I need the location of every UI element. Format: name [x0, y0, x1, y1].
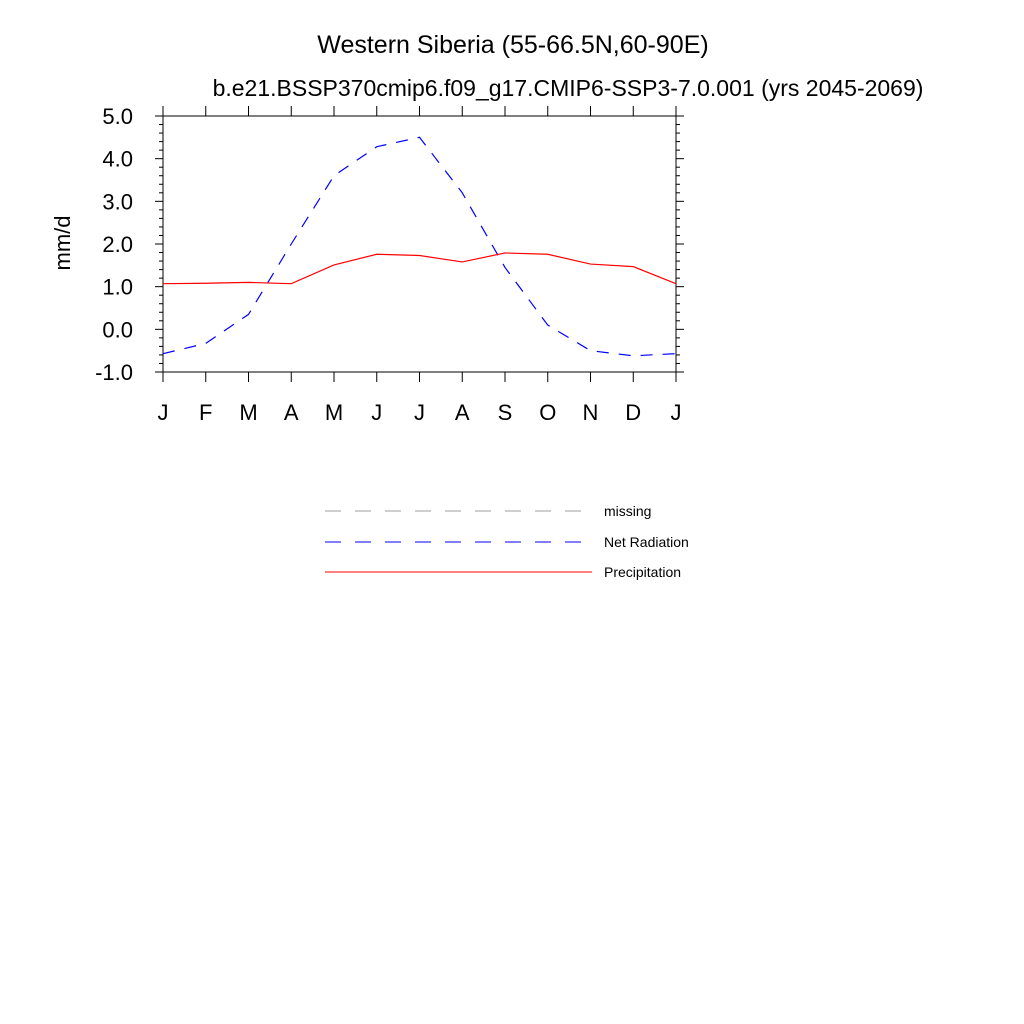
x-tick-label: N — [583, 400, 599, 425]
x-tick-label: S — [498, 400, 513, 425]
y-tick-label: 5.0 — [102, 104, 133, 129]
x-tick-label: A — [284, 400, 299, 425]
legend-label-net-radiation: Net Radiation — [604, 534, 689, 550]
chart-title: Western Siberia (55-66.5N,60-90E) — [317, 31, 708, 59]
x-tick-label: J — [414, 400, 425, 425]
y-tick-label: 1.0 — [102, 275, 133, 300]
legend-label-precipitation: Precipitation — [604, 564, 681, 580]
x-tick-label: O — [539, 400, 556, 425]
y-tick-label: 2.0 — [102, 232, 133, 257]
x-tick-label: M — [239, 400, 257, 425]
y-tick-label: 4.0 — [102, 147, 133, 172]
y-tick-label: 3.0 — [102, 189, 133, 214]
y-tick-label: -1.0 — [95, 360, 133, 385]
series-line-precipitation — [162, 252, 677, 285]
plot-area: -1.0 0.0 1.0 2.0 3.0 4.0 5.0 J F M A M J J A S O N D J — [95, 104, 684, 425]
x-tick-label: J — [371, 400, 382, 425]
legend: missing Net Radiation Precipitation — [325, 503, 689, 580]
x-tick-label: J — [158, 400, 169, 425]
x-tick-label: D — [625, 400, 641, 425]
legend-label-missing: missing — [604, 503, 651, 519]
x-tick-label: M — [325, 400, 343, 425]
y-tick-label: 0.0 — [102, 317, 133, 342]
y-axis-label: mm/d — [50, 216, 75, 271]
x-tick-label: J — [671, 400, 682, 425]
series-line-net-radiation — [162, 136, 677, 357]
x-tick-label: F — [199, 400, 212, 425]
x-tick-label: A — [455, 400, 470, 425]
chart-subtitle: b.e21.BSSP370cmip6.f09_g17.CMIP6-SSP3-7.… — [213, 75, 924, 101]
plot-frame — [162, 115, 677, 373]
